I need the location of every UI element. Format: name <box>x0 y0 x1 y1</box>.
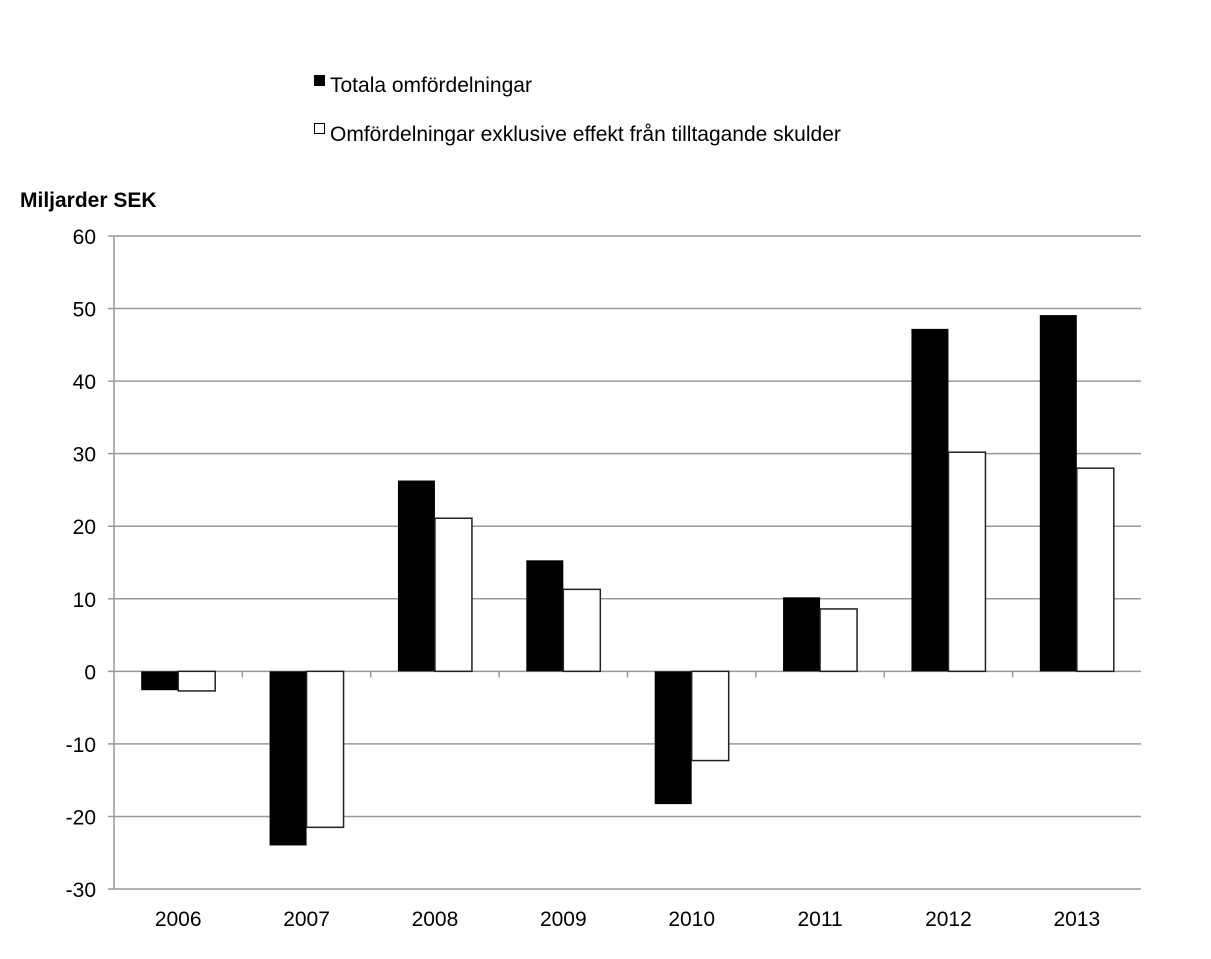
legend: Totala omfördelningar Omfördelningar exk… <box>314 74 841 146</box>
y-axis-label: Miljarder SEK <box>20 189 157 212</box>
bar-2006-series-2 <box>177 670 216 692</box>
y-tick-label: -10 <box>66 734 96 757</box>
x-tick-label: 2013 <box>1053 908 1100 931</box>
y-tick-label: 10 <box>73 589 96 612</box>
y-tick-label: 50 <box>73 299 96 322</box>
legend-label-excl: Omfördelningar exklusive effekt från til… <box>330 123 841 146</box>
bar-2006-series-1 <box>141 671 179 691</box>
bar-2013-series-2 <box>1076 467 1115 673</box>
x-tick-label: 2009 <box>540 908 587 931</box>
legend-swatch-excl <box>314 123 325 134</box>
bar-2013-series-1 <box>1039 315 1077 672</box>
bar-2012-series-1 <box>911 328 949 672</box>
y-tick-label: 0 <box>84 661 96 684</box>
y-tick-label: 40 <box>73 371 96 394</box>
x-tick-label: 2008 <box>412 908 459 931</box>
y-tick-label: -20 <box>66 806 96 829</box>
bar-2010-series-2 <box>690 670 730 762</box>
bar-2011-series-1 <box>783 597 821 672</box>
bar-2012-series-2 <box>947 451 987 673</box>
bar-2008-series-1 <box>397 480 435 672</box>
y-tick-label: 20 <box>73 516 96 539</box>
x-tick-label: 2010 <box>668 908 715 931</box>
legend-swatch-total <box>314 75 325 86</box>
bar-2009-series-2 <box>562 588 602 673</box>
y-tick-label: 30 <box>73 444 96 467</box>
bar-2008-series-2 <box>434 517 473 673</box>
bar-2007-series-2 <box>305 670 345 829</box>
x-tick-label: 2012 <box>925 908 972 931</box>
x-tick-label: 2006 <box>155 908 202 931</box>
y-tick-label: 60 <box>73 226 96 249</box>
x-tick-label: 2007 <box>283 908 330 931</box>
bar-2011-series-2 <box>819 608 858 673</box>
y-tick-label: -30 <box>66 879 96 902</box>
x-tick-label: 2011 <box>797 908 842 931</box>
bar-2007-series-1 <box>269 671 307 846</box>
legend-label-total: Totala omfördelningar <box>330 74 532 97</box>
bar-2010-series-1 <box>654 671 692 805</box>
bar-2009-series-1 <box>526 560 564 672</box>
